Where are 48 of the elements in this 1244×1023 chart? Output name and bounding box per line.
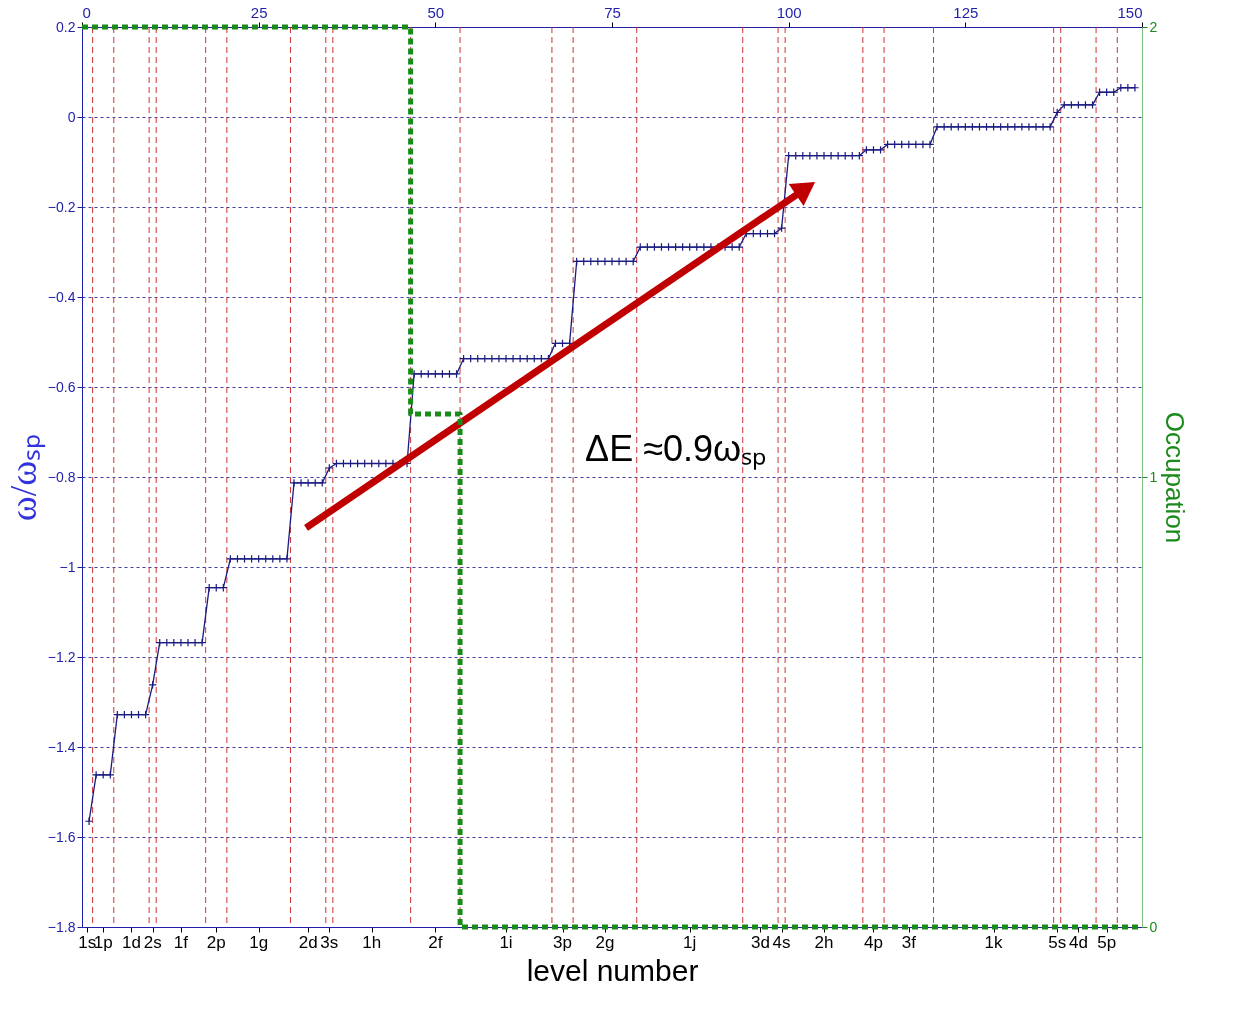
annotation: 1i: [499, 933, 513, 952]
x-tick-label: 25: [250, 3, 268, 21]
annotation: 3f: [901, 933, 917, 952]
y-tick-label: 0.2: [56, 18, 76, 35]
annotation: 4p: [864, 933, 883, 952]
y-tick-label: −1: [59, 558, 76, 575]
y2-tick-label: 0: [1149, 918, 1158, 935]
x-tick-label: 75: [604, 3, 621, 21]
y-tick-label: −0.4: [47, 288, 76, 305]
y2-tick-label: 2: [1149, 18, 1158, 35]
x-tick-label: 50: [427, 3, 445, 21]
y-tick-label: −1.6: [47, 828, 76, 845]
annotation: 2f: [428, 933, 443, 952]
x-tick-label: 100: [776, 3, 802, 21]
y-tick-label: −0.8: [47, 468, 76, 485]
annotation: 3p: [553, 933, 572, 952]
y-tick-label: −0.2: [47, 198, 76, 215]
annotation: ΔE ≈0.9ωₛₚ: [585, 428, 767, 470]
y2-axis-title: Occupation: [1160, 411, 1191, 544]
annotation: 3d: [750, 933, 770, 952]
x-tick-label: 150: [1117, 3, 1143, 21]
annotation: 1j: [683, 933, 697, 952]
annotation: 1g: [249, 933, 269, 952]
annotation: 4d: [1068, 933, 1088, 952]
annotation: 1s: [78, 933, 97, 952]
annotation: 4s: [772, 933, 791, 952]
annotation: 2p: [206, 933, 226, 952]
annotation: 3s: [320, 933, 339, 952]
annotation: 1f: [173, 933, 189, 952]
annotation: 2d: [298, 933, 318, 952]
annotation: 1k: [984, 933, 1004, 952]
annotation: 5p: [1097, 933, 1117, 952]
y-axis-title: ω/ωₛₚ: [1, 433, 46, 522]
y-tick-label: −1.8: [47, 918, 76, 935]
y-tick-label: −1.2: [47, 648, 76, 665]
annotation: 2g: [595, 933, 615, 952]
x-tick-label: 0: [82, 3, 91, 21]
annotation: 2h: [814, 933, 834, 952]
annotation: 2s: [143, 933, 162, 952]
y-tick-label: −1.4: [47, 738, 76, 755]
y-tick-label: 0: [67, 108, 76, 125]
annotation: 5s: [1048, 933, 1067, 952]
y2-tick-label: 1: [1149, 468, 1158, 485]
annotation: 1h: [362, 933, 382, 952]
x-tick-label: 125: [953, 3, 979, 21]
x-axis-title: level number: [526, 954, 699, 987]
annotation: 1d: [122, 933, 141, 952]
y-tick-label: −0.6: [47, 378, 76, 395]
